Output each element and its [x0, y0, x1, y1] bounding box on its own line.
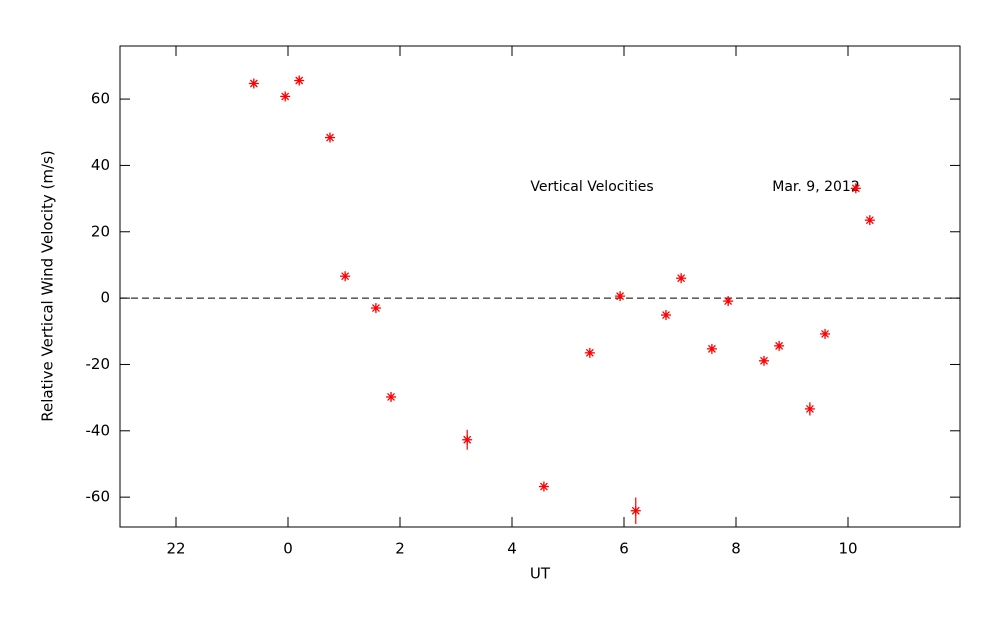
- point-stroke: [851, 184, 860, 193]
- y-tick-label: 40: [91, 156, 110, 174]
- point-stroke: [539, 482, 548, 491]
- x-tick-label: 4: [507, 540, 517, 558]
- x-tick-label: 22: [166, 540, 185, 558]
- point: [584, 347, 595, 358]
- point: [280, 91, 291, 102]
- y-tick-label: -40: [86, 421, 111, 439]
- plot-frame: [119, 45, 961, 528]
- point: [325, 132, 335, 143]
- y-tick-label: 0: [100, 289, 110, 307]
- point: [804, 403, 815, 414]
- point: [630, 505, 641, 516]
- annotation: Mar. 9, 2012: [772, 179, 859, 195]
- point-stroke: [865, 216, 874, 225]
- point: [759, 355, 769, 366]
- annotation: Vertical Velocities: [530, 179, 653, 195]
- point: [850, 183, 861, 194]
- point: [462, 434, 473, 445]
- point-stroke: [387, 393, 395, 401]
- point-stroke: [724, 297, 733, 306]
- point: [774, 340, 785, 351]
- point: [248, 78, 259, 89]
- point: [340, 271, 351, 282]
- point-stroke: [281, 92, 290, 101]
- x-axis-label: UT: [530, 565, 551, 583]
- y-tick-label: 20: [91, 222, 110, 240]
- y-axis-label: Relative Vertical Wind Velocity (m/s): [39, 150, 57, 421]
- x-tick-label: 8: [731, 540, 741, 558]
- x-tick-label: 10: [838, 540, 857, 558]
- point: [676, 273, 687, 284]
- point-stroke: [631, 506, 640, 515]
- point: [706, 343, 717, 354]
- point-stroke: [707, 344, 716, 353]
- point-stroke: [821, 329, 829, 338]
- point-stroke: [585, 348, 594, 357]
- point-stroke: [463, 435, 472, 444]
- point-stroke: [760, 356, 768, 365]
- y-tick-label: -60: [86, 488, 111, 506]
- y-tick-label: 60: [91, 90, 110, 108]
- x-tick-label: 2: [395, 540, 405, 558]
- point: [615, 291, 626, 302]
- point: [864, 215, 875, 226]
- point: [538, 481, 549, 492]
- point: [723, 296, 734, 307]
- point-stroke: [805, 404, 814, 413]
- x-tick-label: 0: [283, 540, 293, 558]
- point-stroke: [677, 274, 686, 283]
- point: [820, 328, 831, 339]
- point: [370, 303, 381, 314]
- point: [294, 75, 305, 86]
- y-tick-label: -20: [86, 355, 111, 373]
- point-stroke: [662, 311, 670, 319]
- point-stroke: [326, 133, 334, 142]
- point-stroke: [295, 76, 304, 85]
- point: [661, 310, 671, 321]
- point-stroke: [341, 272, 350, 281]
- x-tick-label: 6: [619, 540, 629, 558]
- point: [386, 391, 397, 402]
- point-stroke: [616, 292, 625, 301]
- point-stroke: [775, 341, 784, 350]
- point-stroke: [249, 79, 258, 88]
- point-stroke: [371, 304, 380, 313]
